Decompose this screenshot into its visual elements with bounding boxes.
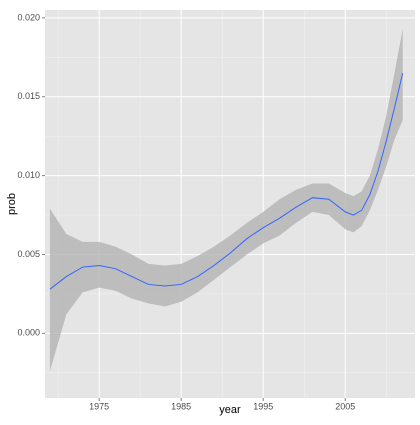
y-tick-label: 0.020 — [17, 12, 40, 22]
x-tick-label: 1995 — [253, 401, 273, 411]
smooth-line — [49, 72, 404, 290]
confidence-band — [49, 28, 403, 372]
y-axis-title: prob — [6, 193, 18, 215]
y-tick-label: 0.005 — [17, 249, 40, 259]
y-tick-label: 0.010 — [17, 170, 40, 180]
y-tick-label: 0.015 — [17, 91, 40, 101]
y-tick-label: 0.000 — [17, 328, 40, 338]
x-tick-label: 1985 — [171, 401, 191, 411]
x-axis-title: year — [219, 404, 241, 416]
x-tick-label: 1975 — [89, 401, 109, 411]
x-tick-label: 2005 — [335, 401, 355, 411]
